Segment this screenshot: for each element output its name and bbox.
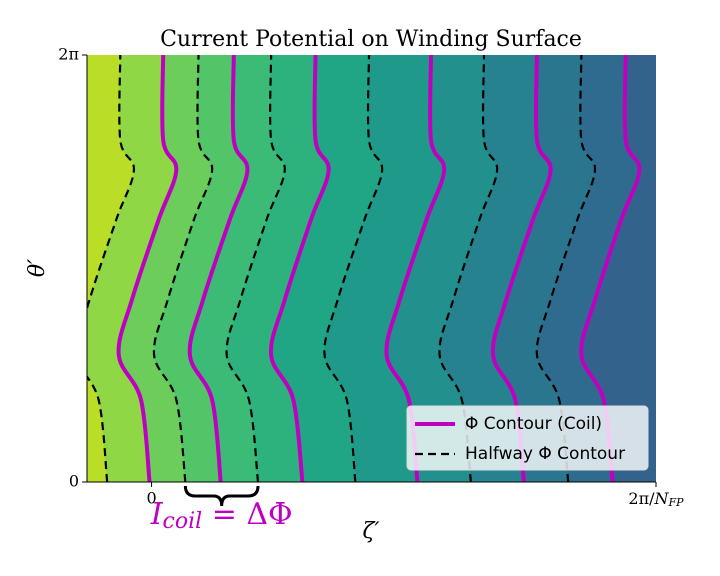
x-tick-label-main: 2π/ bbox=[628, 489, 655, 508]
x-axis-label: ζ′ bbox=[363, 519, 380, 544]
annotation: Icoil = ΔΦ bbox=[150, 497, 293, 534]
halfway-contour bbox=[438, 55, 499, 482]
y-axis-label: θ′ bbox=[25, 259, 50, 277]
halfway-contour bbox=[323, 55, 384, 482]
annotation-sub: coil bbox=[163, 509, 203, 534]
coil-contour bbox=[490, 55, 553, 482]
coil-contour bbox=[579, 55, 642, 482]
annotation-rest: = ΔΦ bbox=[202, 497, 292, 532]
halfway-contour bbox=[152, 55, 214, 482]
annotation-main: I bbox=[150, 497, 164, 532]
y-tick-label: 0 bbox=[69, 472, 79, 491]
x-tick-label-n: N bbox=[654, 489, 670, 508]
x-tick-label: 0 bbox=[146, 489, 156, 508]
halfway-contour bbox=[87, 55, 136, 482]
halfway-contour bbox=[225, 55, 286, 482]
coil-contour bbox=[187, 55, 250, 482]
x-tick-label: 2π/NFP bbox=[628, 489, 684, 510]
legend: Φ Contour (Coil) Halfway Φ Contour bbox=[406, 405, 649, 471]
legend-label: Halfway Φ Contour bbox=[465, 444, 625, 464]
coil-contour bbox=[384, 55, 447, 482]
legend-box bbox=[406, 405, 649, 471]
chart-title: Current Potential on Winding Surface bbox=[160, 27, 582, 52]
halfway-contour bbox=[535, 55, 597, 482]
brace bbox=[183, 485, 260, 507]
legend-label: Φ Contour (Coil) bbox=[465, 414, 602, 434]
y-tick-label: 2π bbox=[58, 45, 79, 64]
plot-area bbox=[87, 55, 656, 482]
contour-lines bbox=[87, 55, 642, 482]
coil-contour bbox=[116, 55, 179, 482]
coil-contour bbox=[269, 55, 331, 482]
x-tick-label-sub: FP bbox=[668, 496, 685, 509]
